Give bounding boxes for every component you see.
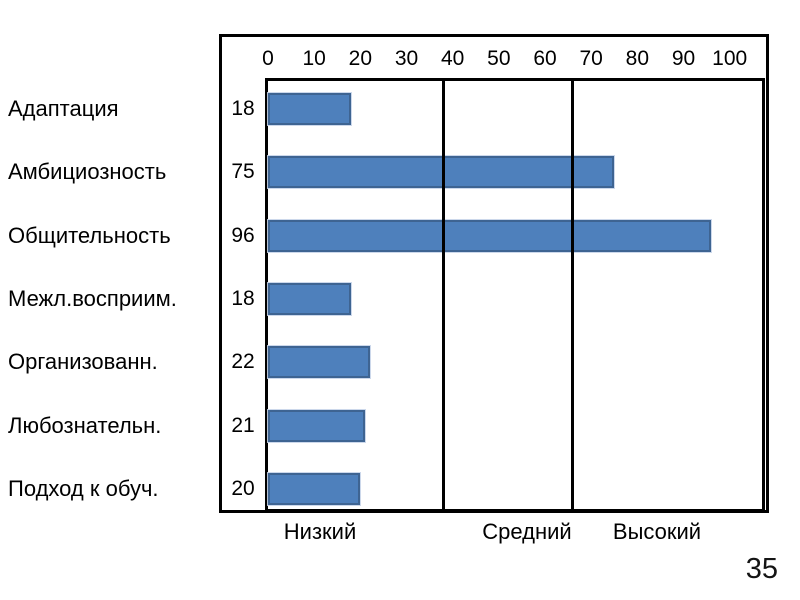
category-label-5: Любознательн. xyxy=(8,412,162,438)
zone-label-low: Низкий xyxy=(283,519,357,544)
category-label-1: Амбициозность xyxy=(8,159,167,185)
slide-number: 35 xyxy=(745,553,778,585)
zone-label-high: Высокий xyxy=(612,519,702,544)
plot-area xyxy=(265,78,765,512)
x-tick-60: 60 xyxy=(533,47,557,70)
x-tick-90: 90 xyxy=(671,47,696,70)
x-tick-80: 80 xyxy=(625,47,650,70)
bar-4 xyxy=(268,346,370,379)
category-label-2: Общительность xyxy=(8,222,171,248)
x-tick-0: 0 xyxy=(262,47,274,70)
category-label-4: Организованн. xyxy=(8,349,158,375)
zone-divider-1 xyxy=(571,81,575,509)
value-label-0: 18 xyxy=(231,97,255,120)
bar-3 xyxy=(268,282,352,315)
value-label-3: 18 xyxy=(231,286,255,310)
bar-0 xyxy=(268,93,352,125)
category-label-0: Адаптация xyxy=(8,96,119,121)
bar-1 xyxy=(268,156,615,189)
zone-divider-0 xyxy=(441,81,445,509)
value-label-6: 20 xyxy=(231,476,255,500)
value-label-4: 22 xyxy=(231,350,255,374)
bar-5 xyxy=(268,409,365,442)
category-label-6: Подход к обуч. xyxy=(8,475,159,501)
x-tick-70: 70 xyxy=(579,47,603,70)
x-tick-30: 30 xyxy=(394,47,419,70)
x-tick-50: 50 xyxy=(487,47,511,70)
zone-label-medium: Средний xyxy=(482,519,572,544)
bar-2 xyxy=(268,219,712,252)
bar-6 xyxy=(268,472,361,505)
x-tick-20: 20 xyxy=(348,47,373,70)
value-label-2: 96 xyxy=(231,223,255,247)
category-label-3: Межл.восприим. xyxy=(8,285,177,311)
value-label-1: 75 xyxy=(231,160,255,184)
value-label-5: 21 xyxy=(231,413,255,437)
x-tick-100: 100 xyxy=(712,47,748,70)
x-tick-10: 10 xyxy=(302,47,326,70)
x-tick-40: 40 xyxy=(440,47,465,70)
